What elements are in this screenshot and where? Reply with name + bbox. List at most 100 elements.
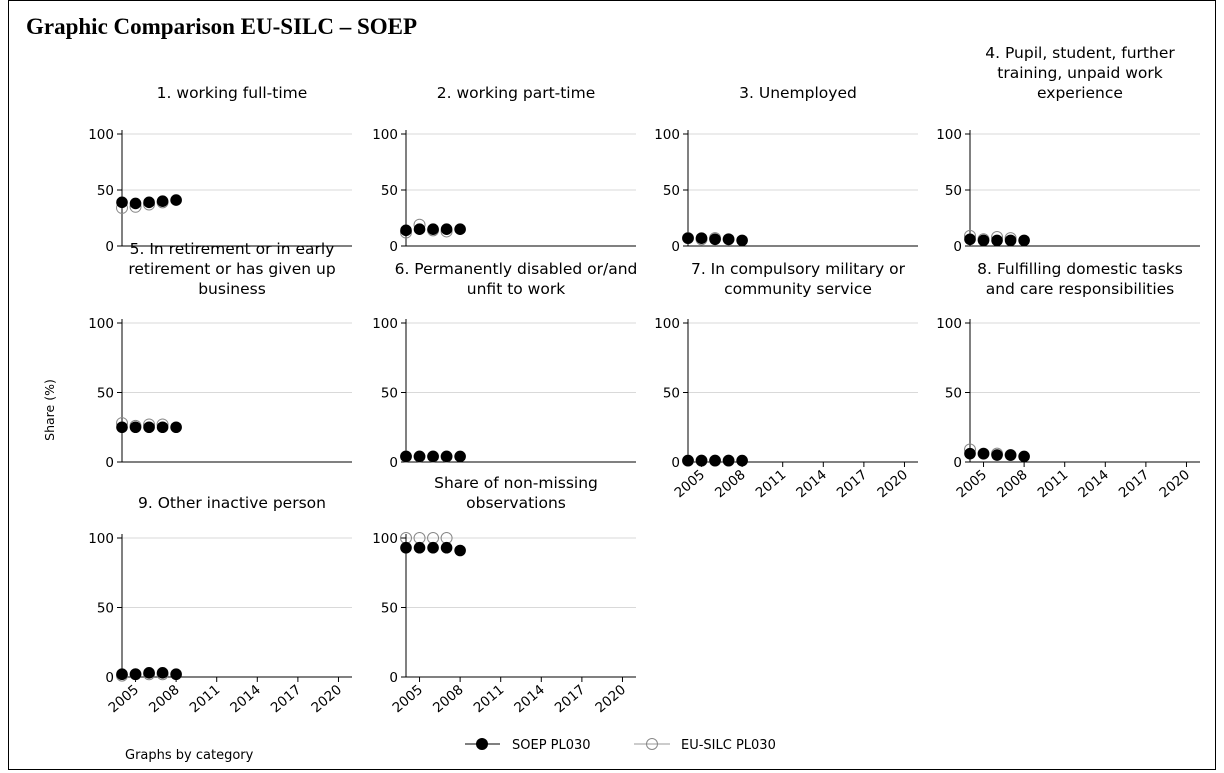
y-tick-label: 0 xyxy=(671,239,680,255)
x-tick-label: 2014 xyxy=(1075,467,1112,501)
panel-title: 5. In retirement or in early xyxy=(130,240,335,258)
page-title: Graphic Comparison EU-SILC – SOEP xyxy=(26,14,418,39)
soep-point xyxy=(440,450,453,463)
x-tick-label: 2020 xyxy=(308,682,345,716)
soep-point xyxy=(682,232,694,244)
x-tick-label: 2017 xyxy=(1116,467,1153,501)
soep-point xyxy=(116,421,128,434)
y-tick-label: 0 xyxy=(671,455,680,471)
soep-point xyxy=(116,196,128,209)
y-tick-label: 100 xyxy=(654,316,680,332)
panel-title: 7. In compulsory military or xyxy=(691,260,906,278)
soep-point xyxy=(454,544,466,557)
panel-title: 3. Unemployed xyxy=(739,84,857,102)
soep-point xyxy=(709,454,721,467)
y-tick-label: 100 xyxy=(88,531,114,547)
y-tick-label: 100 xyxy=(372,316,398,332)
x-tick-label: 2008 xyxy=(712,467,749,501)
x-tick-label: 2005 xyxy=(953,467,990,501)
y-tick-label: 0 xyxy=(389,455,398,471)
soep-point xyxy=(413,223,426,235)
soep-point xyxy=(129,197,142,210)
x-tick-label: 2014 xyxy=(227,682,264,716)
soep-point xyxy=(143,667,155,679)
panel-title: experience xyxy=(1037,84,1123,102)
y-tick-label: 50 xyxy=(97,183,114,199)
soep-point xyxy=(156,421,169,434)
soep-point xyxy=(722,454,735,467)
panel-title: 2. working part-time xyxy=(437,84,596,102)
x-tick-label: 2014 xyxy=(793,467,830,501)
soep-point xyxy=(156,195,169,207)
soep-point xyxy=(440,541,453,554)
x-tick-label: 2005 xyxy=(671,467,708,501)
panel-title: business xyxy=(198,280,266,298)
panel-title: and care responsibilities xyxy=(986,280,1175,298)
soep-point xyxy=(129,668,142,681)
soep-point xyxy=(116,668,128,681)
x-tick-label: 2008 xyxy=(146,682,183,716)
panel-title: 4. Pupil, student, further xyxy=(985,44,1175,62)
soep-point xyxy=(413,541,426,554)
soep-point xyxy=(156,667,169,679)
y-tick-label: 50 xyxy=(945,183,962,199)
y-tick-label: 100 xyxy=(936,316,962,332)
soep-point xyxy=(170,668,182,681)
x-tick-label: 2011 xyxy=(187,682,224,716)
x-tick-label: 2017 xyxy=(834,467,871,501)
x-tick-label: 2020 xyxy=(874,467,911,501)
soep-point xyxy=(170,421,182,434)
soep-point xyxy=(682,454,694,467)
soep-point xyxy=(427,450,439,463)
y-tick-label: 0 xyxy=(953,239,962,255)
soep-point xyxy=(1004,234,1017,247)
panel-title: community service xyxy=(724,280,872,298)
soep-point xyxy=(722,233,735,246)
x-tick-label: 2011 xyxy=(1035,467,1072,501)
x-tick-label: 2011 xyxy=(753,467,790,501)
legend-marker-eusilc xyxy=(646,738,658,750)
y-tick-label: 0 xyxy=(389,239,398,255)
x-tick-label: 2005 xyxy=(105,682,142,716)
soep-point xyxy=(427,541,439,554)
graphs-note: Graphs by category xyxy=(125,748,254,763)
panel-title: 9. Other inactive person xyxy=(138,494,326,512)
y-tick-label: 50 xyxy=(663,386,680,402)
soep-point xyxy=(170,194,182,206)
y-axis-label: Share (%) xyxy=(42,379,57,441)
soep-point xyxy=(413,450,426,463)
legend-label-soep: SOEP PL030 xyxy=(512,738,591,753)
y-tick-label: 0 xyxy=(105,455,114,471)
x-tick-label: 2005 xyxy=(389,682,426,716)
soep-point xyxy=(1018,234,1030,247)
soep-point xyxy=(977,234,990,247)
soep-point xyxy=(1018,450,1030,463)
legend-marker-soep xyxy=(476,738,488,750)
y-tick-label: 0 xyxy=(105,670,114,686)
panel-title: observations xyxy=(466,494,566,512)
y-tick-label: 0 xyxy=(953,455,962,471)
soep-point xyxy=(991,449,1003,461)
panel-title: retirement or has given up xyxy=(128,260,335,278)
panel-title: 8. Fulfilling domestic tasks xyxy=(977,260,1183,278)
soep-point xyxy=(964,233,976,246)
soep-point xyxy=(427,223,439,235)
soep-point xyxy=(964,447,976,460)
soep-point xyxy=(977,447,990,460)
x-tick-label: 2011 xyxy=(471,682,508,716)
soep-point xyxy=(440,223,453,235)
soep-point xyxy=(736,234,748,247)
y-tick-label: 0 xyxy=(105,239,114,255)
soep-point xyxy=(129,421,142,434)
soep-point xyxy=(736,454,748,467)
soep-point xyxy=(709,233,721,246)
panel-title: training, unpaid work xyxy=(997,64,1162,82)
panel-title: unfit to work xyxy=(467,280,565,298)
x-tick-label: 2017 xyxy=(268,682,305,716)
soep-point xyxy=(991,234,1003,247)
soep-point xyxy=(695,454,708,467)
y-tick-label: 100 xyxy=(654,127,680,143)
y-tick-label: 50 xyxy=(663,183,680,199)
y-tick-label: 100 xyxy=(88,316,114,332)
